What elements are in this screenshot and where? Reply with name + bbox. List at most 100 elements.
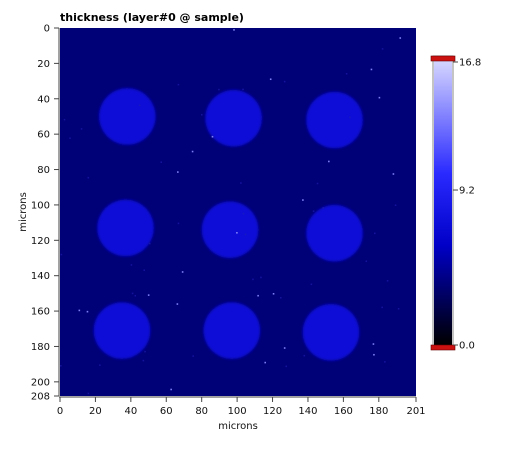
feature-dot-8 [203,302,261,359]
speckle [148,242,151,245]
x-tick-label: 201 [406,406,425,417]
speckle [303,354,306,357]
speckle [181,271,184,273]
speckle [170,388,172,391]
y-tick-label: 100 [31,200,50,211]
y-tick-label: 80 [37,165,50,176]
speckle [143,269,146,272]
x-tick-label: 140 [298,406,317,417]
y-tick-label: 40 [37,94,50,105]
speckle [200,113,203,116]
speckle [365,260,368,263]
speckle [177,222,180,225]
features-layer [93,88,363,361]
speckle [142,359,145,362]
x-tick-label: 160 [334,406,353,417]
speckle [80,128,83,130]
speckle [138,104,141,107]
feature-dot-9 [302,304,360,361]
y-tick-label: 208 [31,392,50,403]
speckle [272,292,275,295]
x-tick-label: 0 [57,406,63,417]
speckle [328,160,330,163]
speckle [236,231,238,234]
speckle [378,96,381,99]
speckle [269,78,272,81]
speckle [218,88,220,91]
x-tick-label: 40 [124,406,137,417]
speckle [257,294,259,297]
plot-area [60,28,416,396]
speckle [381,48,384,50]
speckle [211,135,214,138]
speckle [60,364,62,367]
speckle [177,83,180,86]
y-tick-label: 60 [37,130,50,141]
colorbar-tick-label: 16.8 [459,58,481,69]
speckle [252,278,254,281]
colorbar-min-handle[interactable] [430,344,456,351]
speckle [280,296,282,299]
feature-dot-2 [205,89,262,147]
speckle [60,253,63,256]
speckle [260,276,262,279]
speckle [160,161,162,163]
speckle [349,116,351,119]
x-tick-label: 80 [195,406,208,417]
speckle [244,233,247,236]
speckle [399,37,402,39]
y-tick-label: 160 [31,307,50,318]
speckle [373,232,376,235]
speckle [242,212,245,215]
x-tick-label: 100 [228,406,247,417]
y-axis-ticks: 0 20 40 60 80 100 120 140 160 180 200 208 [31,24,59,403]
speckle [370,68,373,71]
colorbar-max-handle[interactable] [430,55,456,62]
speckle [381,306,383,309]
speckle [192,355,194,357]
colorbar-ticks: 16.8 9.2 0.0 [453,58,481,352]
speckle [285,365,288,368]
speckle [283,347,286,349]
feature-dot-1 [98,88,156,145]
x-tick-label: 120 [263,406,282,417]
x-tick-label: 180 [369,406,388,417]
speckle [386,279,389,282]
y-tick-label: 200 [31,377,50,388]
colorbar-gradient [434,59,452,345]
feature-dot-4 [97,199,154,257]
speckle [134,294,137,297]
feature-dot-5 [201,201,259,258]
speckle [397,307,400,310]
feature-dot-3 [306,91,363,149]
speckle [345,72,348,75]
y-tick-label: 20 [37,59,50,70]
speckle [147,294,150,296]
speckle [130,264,133,266]
speckle [176,303,179,305]
speckle [394,204,397,207]
speckle [63,118,66,121]
speckle [191,150,194,153]
colorbar: 16.8 9.2 0.0 [430,55,481,352]
speckle [240,182,242,184]
y-tick-label: 140 [31,271,50,282]
speckle [372,343,375,345]
speckle [322,207,324,209]
speckle [302,199,304,201]
y-tick-label: 120 [31,236,50,247]
colorbar-tick-label: 0.0 [459,341,475,352]
feature-dot-6 [306,204,363,262]
speckle [242,88,244,91]
speckle [264,361,267,364]
speckle [384,361,386,363]
speckle [373,353,375,356]
x-axis-ticks: 0 20 40 60 80 100 120 140 160 180 201 [57,397,426,417]
speckle [392,173,395,175]
y-tick-label: 0 [44,24,50,35]
speckle [86,310,89,313]
speckle [87,176,90,179]
x-tick-label: 20 [89,406,102,417]
